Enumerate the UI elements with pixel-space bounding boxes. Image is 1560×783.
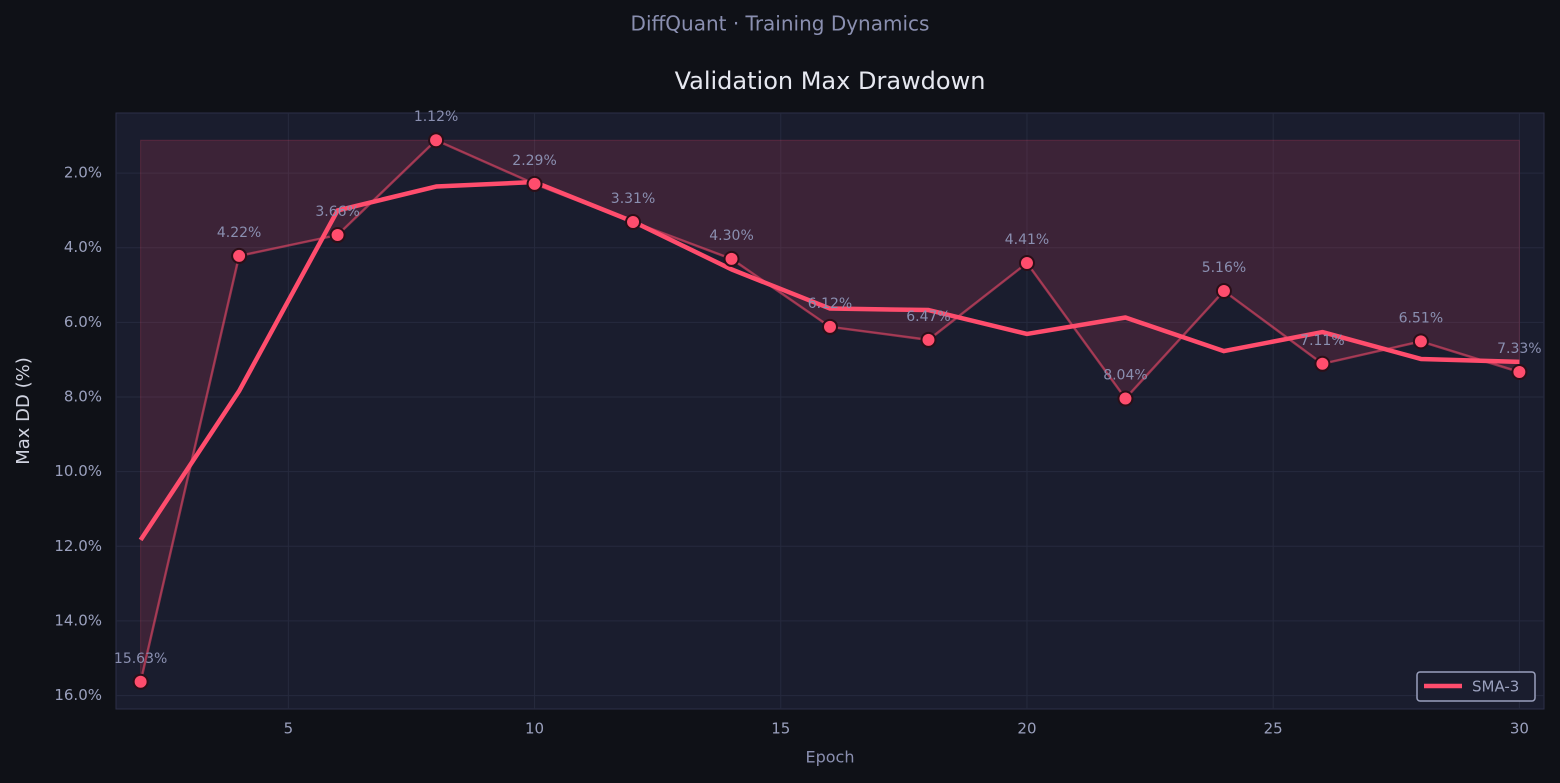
y-axis-label: Max DD (%) xyxy=(13,357,34,465)
point xyxy=(723,250,740,267)
y-tick-label: 16.0% xyxy=(54,686,102,704)
point xyxy=(329,227,346,244)
x-axis-label: Epoch xyxy=(806,748,855,767)
point xyxy=(1314,355,1331,372)
data-label: 8.04% xyxy=(1103,367,1147,383)
x-tick-label: 30 xyxy=(1510,720,1529,738)
point xyxy=(1215,283,1232,300)
point xyxy=(1117,390,1134,407)
y-tick-label: 12.0% xyxy=(54,537,102,555)
data-label: 15.63% xyxy=(114,651,167,667)
x-tick-label: 10 xyxy=(525,720,544,738)
data-label: 4.30% xyxy=(709,228,753,244)
data-label: 6.51% xyxy=(1399,310,1443,326)
x-tick-label: 5 xyxy=(284,720,294,738)
point xyxy=(625,213,642,230)
data-label: 6.47% xyxy=(906,309,950,325)
legend-label: SMA-3 xyxy=(1472,678,1519,696)
point xyxy=(231,247,248,264)
data-label: 2.29% xyxy=(512,153,556,169)
data-label: 3.66% xyxy=(315,204,359,220)
suptitle: DiffQuant · Training Dynamics xyxy=(631,12,930,36)
data-label: 7.33% xyxy=(1497,341,1541,357)
y-tick-label: 2.0% xyxy=(64,164,102,182)
y-tick-label: 4.0% xyxy=(64,238,102,256)
data-label: 5.16% xyxy=(1202,260,1246,276)
point xyxy=(132,673,149,690)
x-tick-label: 15 xyxy=(771,720,790,738)
point xyxy=(428,132,445,149)
data-label: 3.31% xyxy=(611,191,655,207)
point xyxy=(1511,364,1528,381)
sma-line xyxy=(138,179,1520,542)
plot-area xyxy=(115,112,1545,710)
data-label: 6.12% xyxy=(808,296,852,312)
data-label: 7.11% xyxy=(1300,333,1344,349)
y-tick-label: 10.0% xyxy=(54,462,102,480)
point xyxy=(1412,333,1429,350)
point xyxy=(1018,255,1035,272)
point xyxy=(920,331,937,348)
y-tick-label: 14.0% xyxy=(54,611,102,629)
data-label: 1.12% xyxy=(414,109,458,125)
y-tick-label: 6.0% xyxy=(64,313,102,331)
chart-title: Validation Max Drawdown xyxy=(675,67,986,95)
y-tick-label: 8.0% xyxy=(64,388,102,406)
data-label: 4.41% xyxy=(1005,232,1049,248)
data-label: 4.22% xyxy=(217,225,261,241)
x-tick-label: 25 xyxy=(1264,720,1283,738)
legend-box xyxy=(1416,671,1536,702)
point xyxy=(822,318,838,335)
x-tick-label: 20 xyxy=(1017,720,1036,738)
point xyxy=(526,175,543,192)
